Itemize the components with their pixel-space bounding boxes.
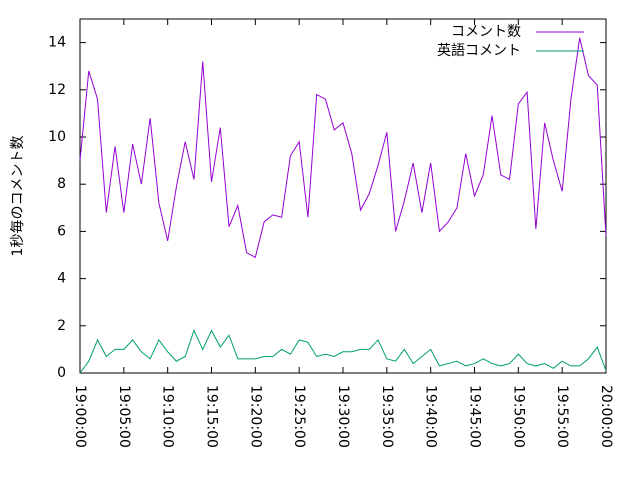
y-tick-label: 6 xyxy=(57,223,66,239)
x-tick-label: 19:25:00 xyxy=(291,385,307,448)
series-line xyxy=(79,329,607,374)
x-tick-label: 19:15:00 xyxy=(204,385,220,448)
y-tick-label: 12 xyxy=(48,82,66,98)
y-tick-label: 8 xyxy=(57,176,66,192)
x-tick-label: 19:10:00 xyxy=(160,385,176,448)
series-line xyxy=(79,37,607,259)
legend-label: コメント数 xyxy=(451,24,521,40)
x-tick-label: 19:50:00 xyxy=(510,385,526,448)
legend-label: 英語コメント xyxy=(437,42,521,59)
x-tick-label: 19:35:00 xyxy=(379,385,395,448)
y-tick-label: 0 xyxy=(57,365,66,381)
y-tick-label: 14 xyxy=(48,35,66,51)
x-tick-label: 19:05:00 xyxy=(116,385,132,448)
x-tick-label: 19:40:00 xyxy=(423,385,439,448)
plot-frame xyxy=(79,18,607,374)
x-tick-label: 19:20:00 xyxy=(247,385,263,448)
y-tick-label: 10 xyxy=(48,129,66,145)
x-tick-label: 19:00:00 xyxy=(72,385,88,448)
x-tick-label: 19:30:00 xyxy=(335,385,351,448)
x-tick-label: 19:55:00 xyxy=(554,385,570,448)
x-tick-label: 20:00:00 xyxy=(598,385,614,448)
y-tick-label: 2 xyxy=(57,318,66,334)
y-tick-label: 4 xyxy=(57,271,66,287)
y-axis-label: 1秒毎のコメント数 xyxy=(10,136,26,257)
x-tick-label: 19:45:00 xyxy=(467,385,483,448)
